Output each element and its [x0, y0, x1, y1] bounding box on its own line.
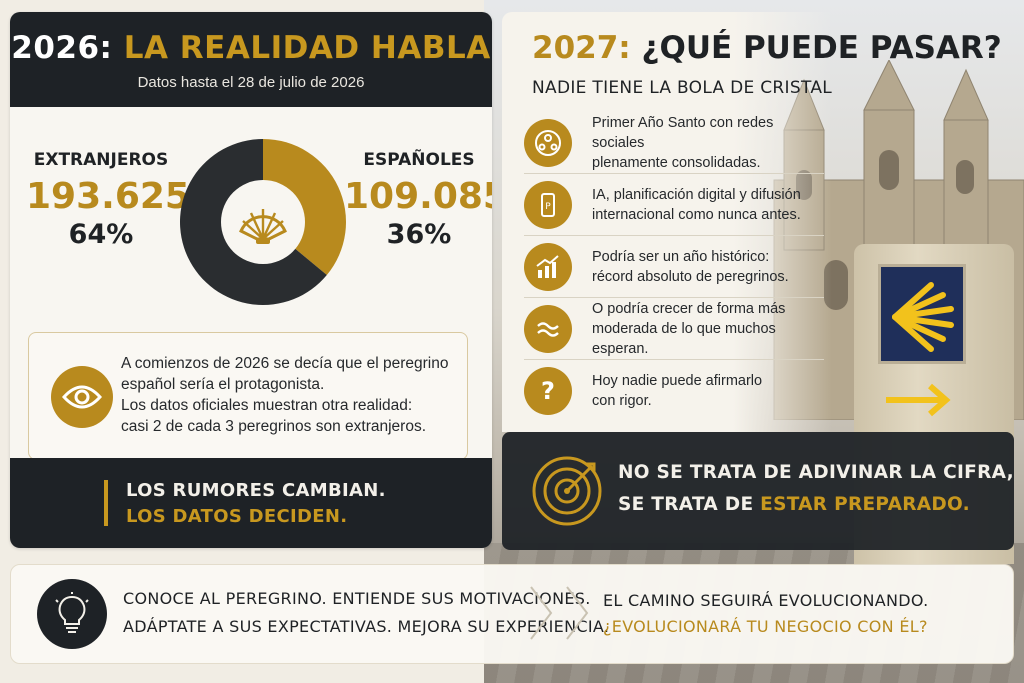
lightbulb-icon: [37, 579, 107, 649]
banner-line-4: ¿EVOLUCIONARÁ TU NEGOCIO CON ÉL?: [603, 617, 928, 636]
svg-text:P: P: [545, 202, 551, 212]
bottom-banner: CONOCE AL PEREGRINO. ENTIENDE SUS MOTIVA…: [10, 564, 1014, 664]
list-item: O podría crecer de forma más moderada de…: [524, 298, 824, 360]
list-item: Primer Año Santo con redes sociales plen…: [524, 112, 824, 174]
stat-spanish-label: ESPAÑOLES: [363, 150, 475, 170]
list-item-line: récord absoluto de peregrinos.: [592, 268, 789, 285]
donut-slice-spanish: [263, 139, 346, 276]
list-item-line: moderada de lo que muchos esperan.: [592, 320, 776, 357]
list-item-line: IA, planificación digital y difusión: [592, 186, 801, 203]
list-item-line: Podría ser un año histórico:: [592, 248, 770, 265]
right-title-year: 2027:: [532, 30, 631, 66]
left-title-year: 2026:: [11, 30, 113, 66]
eye-icon: [51, 366, 113, 428]
scallop-shell-icon: [239, 209, 287, 244]
wave-icon: [524, 304, 572, 353]
banner-line-3: EL CAMINO SEGUIRÁ EVOLUCIONANDO.: [603, 591, 929, 610]
stat-foreign-value: 193.625: [26, 176, 190, 217]
banner-line-1: CONOCE AL PEREGRINO. ENTIENDE SUS MOTIVA…: [123, 589, 591, 608]
note-line: español sería el protagonista.: [121, 376, 325, 393]
callout-line-2b: ESTAR PREPARADO.: [760, 494, 970, 515]
people-network-icon: [524, 118, 572, 167]
stat-spanish: ESPAÑOLES 109.085 36%: [344, 150, 492, 250]
growth-chart-icon: [524, 242, 572, 291]
list-item-text: Hoy nadie puede afirmarlo con rigor.: [592, 371, 762, 411]
smartphone-icon: P: [524, 180, 572, 229]
left-panel-2026: 2026: LA REALIDAD HABLA Datos hasta el 2…: [10, 12, 492, 548]
left-subtitle: Datos hasta el 28 de julio de 2026: [137, 74, 365, 91]
list-item-line: internacional como nunca antes.: [592, 206, 801, 223]
list-item-line: O podría crecer de forma más: [592, 300, 786, 317]
target-icon: [532, 456, 602, 526]
list-item-text: O podría crecer de forma más moderada de…: [592, 299, 824, 359]
yellow-arrow-icon: [886, 383, 951, 417]
list-item-text: IA, planificación digital y difusión int…: [592, 185, 801, 225]
chevron-right-icon: [530, 586, 553, 640]
callout-line-2a: SE TRATA DE: [618, 494, 754, 515]
list-item: Podría ser un año histórico: récord abso…: [524, 236, 824, 298]
insight-note-text: A comienzos de 2026 se decía que el pere…: [121, 353, 463, 437]
banner-line-2: ADÁPTATE A SUS EXPECTATIVAS. MEJORA SU E…: [123, 617, 610, 636]
chevron-right-icon: [566, 586, 589, 640]
left-header: 2026: LA REALIDAD HABLA Datos hasta el 2…: [10, 12, 492, 107]
stat-foreign: EXTRANJEROS 193.625 64%: [26, 150, 190, 250]
stat-foreign-pct: 64%: [68, 219, 134, 250]
list-item: ? Hoy nadie puede afirmarlo con rigor.: [524, 360, 824, 422]
callout-line-2: SE TRATA DE ESTAR PREPARADO.: [618, 494, 970, 515]
right-title: 2027: ¿QUÉ PUEDE PASAR?: [532, 30, 1002, 66]
list-item-line: Hoy nadie puede afirmarlo: [592, 373, 763, 389]
footer-line-2: LOS DATOS DECIDEN.: [126, 506, 348, 527]
stat-foreign-label: EXTRANJEROS: [33, 150, 169, 170]
donut-chart: [179, 139, 346, 305]
left-footer: LOS RUMORES CAMBIAN. LOS DATOS DECIDEN.: [10, 458, 492, 548]
list-item-line: Primer Año Santo con redes sociales: [592, 114, 774, 151]
right-title-text: ¿QUÉ PUEDE PASAR?: [641, 30, 1002, 66]
svg-text:?: ?: [541, 377, 555, 405]
scenario-list: Primer Año Santo con redes sociales plen…: [524, 112, 824, 422]
question-icon: ?: [524, 367, 572, 415]
insight-note: A comienzos de 2026 se decía que el pere…: [28, 332, 468, 460]
milestone-blue-panel: [878, 264, 966, 364]
list-item-text: Podría ser un año histórico: récord abso…: [592, 247, 789, 287]
list-item: P IA, planificación digital y difusión i…: [524, 174, 824, 236]
preparation-callout: NO SE TRATA DE ADIVINAR LA CIFRA, SE TRA…: [502, 432, 1014, 550]
list-item-text: Primer Año Santo con redes sociales plen…: [592, 113, 824, 173]
right-subtitle: NADIE TIENE LA BOLA DE CRISTAL: [532, 78, 833, 98]
note-line: casi 2 de cada 3 peregrinos son extranje…: [121, 418, 427, 435]
note-line: Los datos oficiales muestran otra realid…: [121, 397, 413, 414]
left-title: 2026: LA REALIDAD HABLA: [10, 30, 492, 66]
left-title-text: LA REALIDAD HABLA: [123, 30, 491, 66]
list-item-line: con rigor.: [592, 393, 652, 409]
accent-bar: [104, 480, 108, 526]
footer-line-1: LOS RUMORES CAMBIAN.: [126, 480, 386, 501]
stat-spanish-pct: 36%: [386, 219, 452, 250]
callout-line-1: NO SE TRATA DE ADIVINAR LA CIFRA,: [618, 462, 1014, 483]
list-item-line: plenamente consolidadas.: [592, 154, 761, 171]
note-line: A comienzos de 2026 se decía que el pere…: [121, 355, 449, 372]
stat-spanish-value: 109.085: [344, 176, 492, 217]
yellow-shell-icon: [892, 282, 954, 352]
